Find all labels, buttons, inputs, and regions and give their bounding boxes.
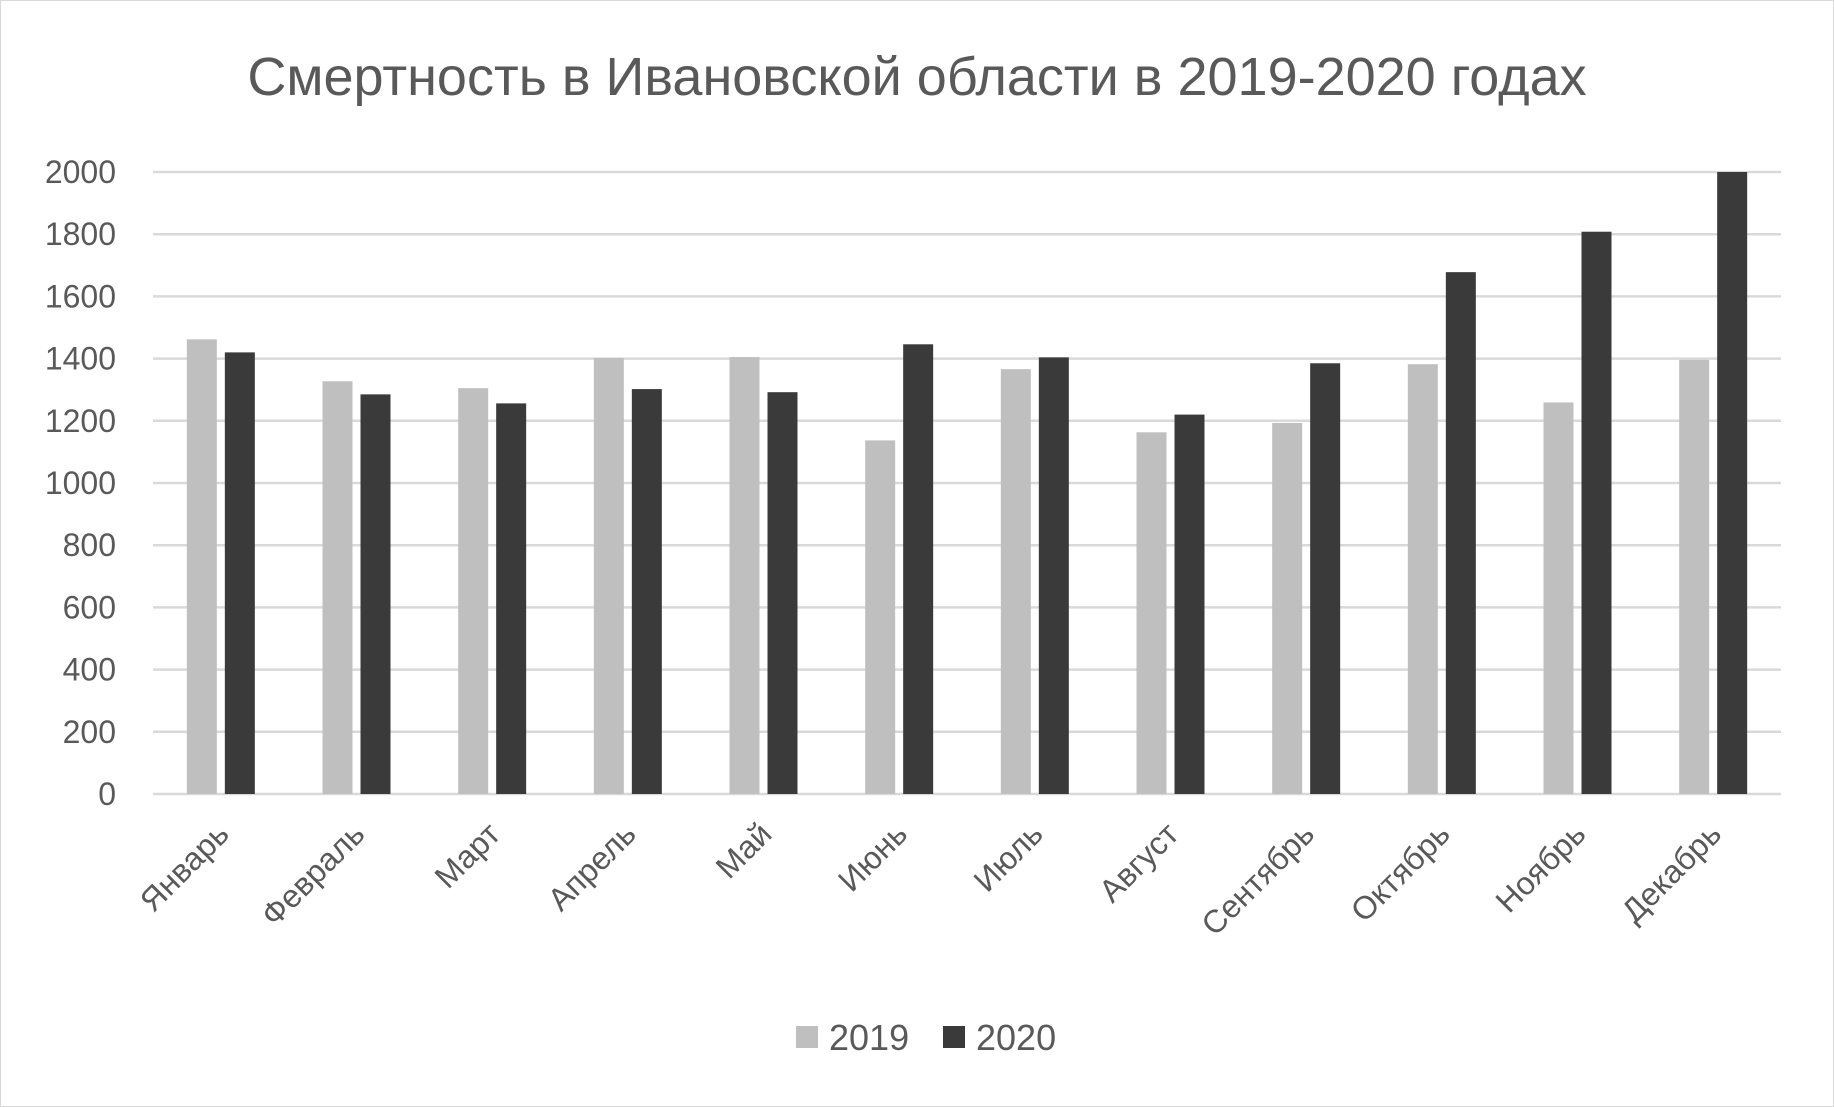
bars (186, 172, 1748, 795)
bar-2020-5 (767, 392, 798, 794)
y-tick-label: 2000 (45, 154, 116, 190)
x-category-label: Ноябрь (1488, 815, 1592, 919)
bar-2020-10 (1445, 272, 1476, 795)
chart-title: Смертность в Ивановской области в 2019-2… (247, 47, 1586, 107)
bar-2020-8 (1174, 414, 1205, 794)
bar-2020-4 (631, 389, 662, 794)
bar-2019-10 (1407, 364, 1438, 794)
x-category-label: Февраль (254, 815, 371, 932)
y-tick-label: 400 (63, 652, 116, 688)
y-tick-label: 1200 (45, 403, 116, 439)
y-tick-label: 200 (63, 714, 116, 750)
x-axis-labels: Январь Февраль Март Апрель Май Июнь Июль Август… (133, 815, 1728, 942)
bar-2020-9 (1310, 363, 1341, 794)
bar-2019-4 (593, 357, 624, 794)
x-category-label: Май (709, 815, 779, 885)
legend-swatch-2019 (796, 1026, 818, 1048)
bar-2020-6 (903, 344, 934, 794)
bar-2019-9 (1272, 422, 1303, 794)
y-tick-label: 0 (98, 776, 116, 812)
gridlines (153, 170, 1781, 796)
bar-2020-2 (360, 394, 391, 794)
legend-label: 2019 (829, 1017, 909, 1058)
y-tick-label: 1600 (45, 278, 116, 314)
x-category-label: Июль (967, 815, 1050, 898)
bar-2020-12 (1717, 172, 1748, 794)
y-tick-label: 800 (63, 527, 116, 563)
x-category-label: Июнь (831, 815, 914, 898)
y-tick-label: 1000 (45, 465, 116, 501)
bar-2020-3 (496, 403, 527, 794)
y-axis-ticks: 0 200 400 600 800 1000 1200 1400 1600 1800 2000 (45, 154, 116, 812)
bar-2020-11 (1581, 231, 1612, 794)
bar-2019-12 (1679, 359, 1710, 794)
x-category-label: Сентябрь (1194, 815, 1321, 942)
bar-2019-11 (1543, 402, 1574, 794)
bar-2019-5 (729, 357, 760, 794)
x-category-label: Апрель (541, 815, 643, 917)
bar-2019-1 (186, 339, 217, 794)
x-category-label: Январь (133, 815, 236, 918)
legend-swatch-2020 (943, 1026, 965, 1048)
legend: 2019 2020 (796, 1017, 1056, 1058)
bar-2019-3 (458, 388, 489, 794)
x-category-label: Март (428, 815, 508, 895)
y-tick-label: 600 (63, 589, 116, 625)
bar-2020-1 (224, 352, 255, 794)
y-tick-label: 1800 (45, 216, 116, 252)
bar-2020-7 (1038, 357, 1069, 794)
x-category-label: Декабрь (1614, 815, 1728, 929)
bar-2019-6 (865, 440, 896, 794)
y-tick-label: 1400 (45, 341, 116, 377)
legend-label: 2020 (976, 1017, 1056, 1058)
bar-2019-2 (322, 381, 353, 794)
bar-2019-7 (1000, 369, 1031, 794)
bar-2019-8 (1136, 432, 1167, 794)
x-category-label: Октябрь (1344, 815, 1457, 928)
x-category-label: Август (1092, 815, 1186, 909)
